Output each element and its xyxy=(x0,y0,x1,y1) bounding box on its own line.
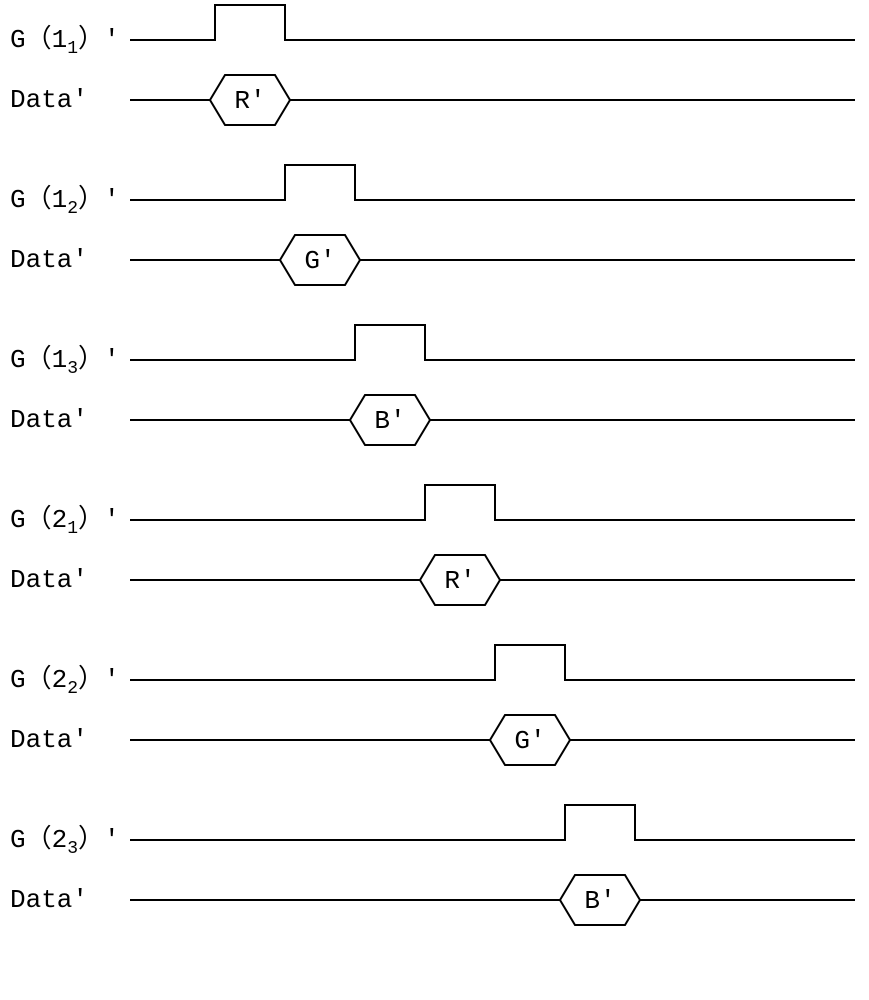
hex-label: G' xyxy=(514,726,545,756)
hex-label: R' xyxy=(444,566,475,596)
gate-label: G（12）' xyxy=(10,185,120,219)
data-label: Data' xyxy=(10,85,88,115)
gate-label: G（11）' xyxy=(10,25,120,59)
gate-pulse xyxy=(130,805,855,840)
hex-label: G' xyxy=(304,246,335,276)
data-label: Data' xyxy=(10,725,88,755)
hex-label: B' xyxy=(584,886,615,916)
gate-pulse xyxy=(130,165,855,200)
gate-label: G（22）' xyxy=(10,665,120,699)
gate-label: G（23）' xyxy=(10,825,120,859)
gate-pulse xyxy=(130,485,855,520)
data-label: Data' xyxy=(10,565,88,595)
hex-label: B' xyxy=(374,406,405,436)
gate-label: G（21）' xyxy=(10,505,120,539)
data-label: Data' xyxy=(10,405,88,435)
gate-pulse xyxy=(130,325,855,360)
timing-diagram: G（11）' Data' R' G（12）' Data' G' G（13）' Data' B' G… xyxy=(0,0,869,1000)
data-label: Data' xyxy=(10,885,88,915)
data-label: Data' xyxy=(10,245,88,275)
gate-pulse xyxy=(130,645,855,680)
gate-label: G（13）' xyxy=(10,345,120,379)
gate-pulse xyxy=(130,5,855,40)
hex-label: R' xyxy=(234,86,265,116)
